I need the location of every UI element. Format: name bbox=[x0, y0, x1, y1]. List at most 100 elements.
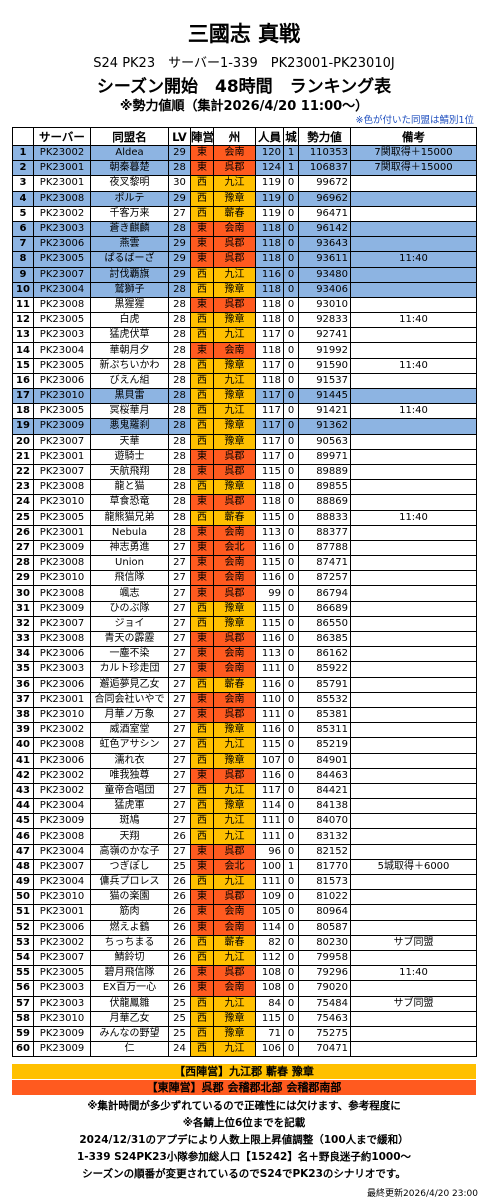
table-cell bbox=[350, 813, 477, 830]
table-cell: 16 bbox=[12, 372, 34, 390]
table-cell: 月華ノ万象 bbox=[90, 706, 169, 724]
table-cell bbox=[350, 190, 477, 207]
table-cell: 一塵不染 bbox=[90, 646, 169, 663]
table-row: 5 PK23002 千客万来 27 西蘄春 119 0 96471 bbox=[12, 205, 477, 222]
table-cell: 九江 bbox=[213, 1041, 256, 1058]
table-row: 8 PK23005 ぱるばーざ 29 東呉郡 118 0 93611 11:40 bbox=[12, 251, 477, 268]
table-cell: 24 bbox=[168, 1041, 191, 1058]
table-cell: 5 bbox=[12, 205, 34, 222]
table-cell: 28 bbox=[168, 387, 191, 405]
table-cell: PK23005 bbox=[33, 403, 91, 420]
table-cell: 81022 bbox=[298, 889, 351, 906]
table-cell: PK23010 bbox=[33, 387, 91, 405]
table-cell: Nebula bbox=[90, 524, 169, 541]
table-cell: 96 bbox=[255, 843, 284, 860]
table-cell: 114 bbox=[255, 798, 284, 815]
table-cell: PK23003 bbox=[33, 995, 91, 1012]
table-cell: 38 bbox=[12, 706, 34, 724]
table-cell: 東 bbox=[190, 858, 214, 876]
table-cell: 0 bbox=[283, 266, 299, 283]
column-header: 陣営 bbox=[190, 127, 214, 146]
table-cell: 東 bbox=[190, 965, 214, 982]
table-cell: 26 bbox=[168, 889, 191, 906]
table-cell: 117 bbox=[255, 403, 284, 420]
table-cell: PK23008 bbox=[33, 190, 91, 207]
table-row: 15 PK23005 新ぷちいかわ 28 西豫章 117 0 91590 11:40 bbox=[12, 357, 477, 374]
table-cell: PK23010 bbox=[33, 494, 91, 511]
table-cell: 0 bbox=[283, 418, 299, 435]
table-cell: 93611 bbox=[298, 251, 351, 268]
table-cell: 悪鬼羅刹 bbox=[90, 418, 169, 435]
table-cell: 10 bbox=[12, 281, 34, 298]
table-cell: 西 bbox=[190, 873, 214, 891]
table-cell: 84 bbox=[255, 995, 284, 1012]
table-cell: 79958 bbox=[298, 949, 351, 967]
note-line: 1-339 S24PK23小隊参加総人口【15242】名＋野良迷子約1000～ bbox=[76, 1151, 412, 1163]
table-cell bbox=[350, 782, 477, 800]
table-cell: 60 bbox=[12, 1041, 34, 1058]
table-cell: 東 bbox=[190, 661, 214, 678]
column-header: LV bbox=[168, 127, 191, 146]
table-cell: 虹色アサシン bbox=[90, 737, 169, 754]
table-cell bbox=[350, 296, 477, 314]
table-cell: カルト珍走団 bbox=[90, 661, 169, 678]
table-row: 56 PK23003 EX百万一心 26 東会南 108 0 79020 bbox=[12, 980, 477, 997]
table-row: 59 PK23009 みんなの野望 25 西豫章 71 0 75275 bbox=[12, 1025, 477, 1043]
table-cell: PK23007 bbox=[33, 858, 91, 876]
heading: シーズン開始 48時間 ランキング表 bbox=[96, 77, 392, 97]
table-cell: 27 bbox=[168, 722, 191, 739]
column-header: 城 bbox=[283, 127, 299, 146]
order-note: ※勢力値順（集計2026/4/20 11:00～） bbox=[119, 99, 369, 114]
table-cell: 75275 bbox=[298, 1025, 351, 1043]
table-cell: 0 bbox=[283, 448, 299, 465]
table-cell bbox=[350, 843, 477, 860]
table-cell: 46 bbox=[12, 828, 34, 845]
table-cell: PK23006 bbox=[33, 372, 91, 390]
table-cell: 28 bbox=[168, 312, 191, 329]
table-cell: 西 bbox=[190, 312, 214, 329]
column-header: 州 bbox=[213, 127, 256, 146]
table-cell: 西 bbox=[190, 479, 214, 496]
table-cell: 0 bbox=[283, 555, 299, 572]
table-cell: 飛信隊 bbox=[90, 570, 169, 587]
table-cell: PK23002 bbox=[33, 144, 91, 162]
table-cell: 28 bbox=[168, 524, 191, 541]
table-cell: 威酒室堂 bbox=[90, 722, 169, 739]
table-cell: 108 bbox=[255, 965, 284, 982]
title: 三國志 真戦 bbox=[187, 22, 301, 46]
table-cell bbox=[350, 691, 477, 708]
table-cell: 0 bbox=[283, 205, 299, 222]
table-cell: PK23002 bbox=[33, 767, 91, 784]
table-cell: PK23008 bbox=[33, 585, 91, 602]
table-row: 25 PK23005 龍熊猫兄弟 28 西蘄春 115 0 88833 11:40 bbox=[12, 509, 477, 526]
table-cell: 蒼き麒麟 bbox=[90, 220, 169, 238]
table-cell: 東 bbox=[190, 691, 214, 708]
table-cell: 110353 bbox=[298, 144, 351, 162]
note-line: ※各鯖上位6位までを記載 bbox=[182, 1117, 306, 1129]
table-cell: PK23010 bbox=[33, 706, 91, 724]
table-row: 30 PK23008 颯志 27 東呉郡 99 0 86794 bbox=[12, 585, 477, 602]
table-cell: 111 bbox=[255, 873, 284, 891]
table-cell: 31 bbox=[12, 600, 34, 617]
table-cell: 高嶺のかな子 bbox=[90, 843, 169, 860]
table-cell: 112 bbox=[255, 949, 284, 967]
table-cell: 西 bbox=[190, 782, 214, 800]
table-cell: 西 bbox=[190, 387, 214, 405]
table-cell: 116 bbox=[255, 676, 284, 693]
table-cell: 26 bbox=[168, 965, 191, 982]
table-cell: 呉郡 bbox=[213, 494, 256, 511]
table-cell: 118 bbox=[255, 342, 284, 359]
table-cell: PK23008 bbox=[33, 737, 91, 754]
table-cell: PK23007 bbox=[33, 949, 91, 967]
table-cell: PK23008 bbox=[33, 555, 91, 572]
table-cell bbox=[350, 220, 477, 238]
table-cell: 115 bbox=[255, 737, 284, 754]
table-cell: 東 bbox=[190, 646, 214, 663]
table-row: 9 PK23007 討伐覇旗 29 西九江 116 0 93480 bbox=[12, 266, 477, 283]
table-cell bbox=[350, 387, 477, 405]
table-cell: 53 bbox=[12, 934, 34, 951]
table-cell: 45 bbox=[12, 813, 34, 830]
table-cell: PK23006 bbox=[33, 646, 91, 663]
table-cell: 26 bbox=[168, 919, 191, 936]
table-cell: 斑鳩 bbox=[90, 813, 169, 830]
